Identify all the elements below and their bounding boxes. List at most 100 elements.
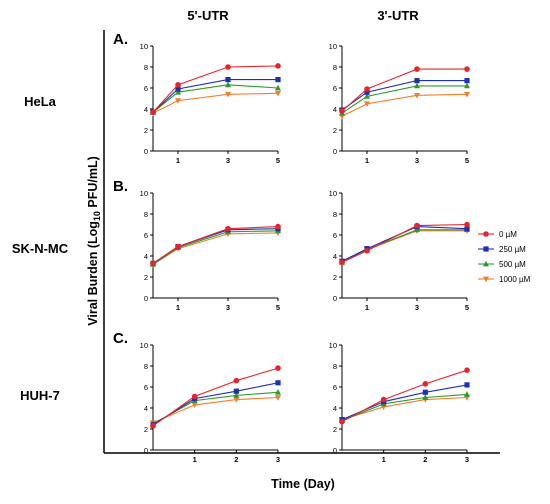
data-point: [422, 394, 429, 400]
data-point: [225, 225, 231, 232]
x-tick-label: 1: [176, 156, 180, 165]
series-line: [341, 369, 468, 423]
data-point: [150, 260, 156, 267]
data-point: [414, 222, 420, 229]
series-line: [341, 230, 467, 262]
column-title-3utr: 3'-UTR: [377, 8, 419, 23]
series-500-um: [150, 81, 281, 115]
y-tick-label: 6: [333, 383, 337, 392]
y-tick-label: 8: [333, 210, 337, 219]
data-point: [275, 63, 281, 69]
y-tick-label: 6: [144, 84, 148, 93]
data-point: [225, 81, 231, 88]
x-tick-label: 1: [193, 455, 197, 464]
series-line: [152, 84, 279, 113]
series-0-um: [150, 223, 281, 267]
data-point: [464, 382, 470, 388]
data-point: [275, 365, 281, 371]
data-point: [233, 388, 239, 394]
y-tick-label: 10: [140, 42, 148, 51]
data-point: [364, 89, 370, 95]
panel-letter: C.: [113, 330, 128, 347]
y-tick-label: 0: [333, 147, 337, 156]
data-point: [233, 392, 240, 398]
panel-letter: B.: [113, 178, 128, 195]
data-point: [464, 78, 470, 84]
y-tick-label: 0: [144, 294, 148, 303]
data-point: [414, 78, 420, 84]
series-line: [341, 229, 467, 263]
x-tick-label: 5: [465, 156, 469, 165]
data-point: [422, 381, 429, 387]
x-tick-label: 1: [382, 455, 386, 464]
data-point: [414, 66, 420, 72]
series-line: [152, 367, 279, 427]
series-line: [341, 393, 468, 422]
y-tick-label: 8: [333, 63, 337, 72]
y-tick-label: 10: [329, 189, 337, 198]
series-line: [341, 93, 468, 117]
y-tick-label: 8: [144, 63, 148, 72]
y-axis-label-main: Viral Burden (Log: [86, 221, 100, 326]
x-tick-label: 1: [365, 303, 369, 312]
x-tick-label: 1: [176, 303, 180, 312]
y-tick-label: 2: [144, 126, 148, 135]
data-point: [364, 93, 370, 99]
x-tick-label: 3: [465, 455, 469, 464]
legend-item-500-um: 500 µM: [478, 260, 526, 269]
y-tick-label: 4: [144, 105, 148, 114]
x-axis-label: Time (Day): [271, 477, 335, 491]
panel-hela-3-utr: 0 2 4 6 8 10 1 3 5: [329, 42, 470, 165]
series-line: [152, 92, 279, 114]
data-point: [191, 402, 198, 409]
data-point: [275, 380, 281, 386]
data-point: [175, 243, 181, 250]
legend-item-250-um: 250 µM: [478, 245, 526, 254]
y-tick-label: 8: [144, 362, 148, 371]
data-point: [175, 82, 181, 88]
data-point: [380, 396, 387, 403]
series-0-um: [339, 367, 470, 425]
y-tick-label: 10: [329, 341, 337, 350]
y-tick-label: 6: [333, 231, 337, 240]
data-point: [464, 91, 470, 98]
row-title-huh7: HUH-7: [20, 388, 60, 403]
series-0-um: [339, 66, 470, 114]
data-point: [191, 393, 198, 400]
data-point: [414, 82, 420, 89]
x-tick-label: 3: [415, 303, 419, 312]
series-0-um: [339, 221, 470, 266]
legend: 0 µM 250 µM 500 µM 1000 µM: [478, 230, 531, 284]
series-line: [341, 223, 468, 263]
legend-label: 0 µM: [499, 230, 517, 239]
data-point: [339, 108, 345, 114]
series-line: [152, 391, 279, 425]
y-tick-label: 0: [144, 446, 148, 455]
series-500-um: [339, 391, 470, 423]
series-0-um: [150, 365, 281, 429]
series-line: [152, 79, 278, 113]
x-tick-label: 1: [365, 156, 369, 165]
x-tick-label: 2: [423, 455, 427, 464]
y-tick-label: 0: [144, 147, 148, 156]
series-line: [341, 68, 467, 112]
y-axis-label-units: PFU/mL): [86, 156, 100, 211]
y-tick-label: 0: [333, 446, 337, 455]
y-tick-label: 2: [144, 273, 148, 282]
series-0-um: [150, 63, 281, 115]
legend-label: 250 µM: [499, 245, 526, 254]
data-point: [464, 226, 470, 232]
series-line: [341, 396, 468, 421]
data-point: [364, 247, 370, 254]
x-tick-label: 3: [415, 156, 419, 165]
y-tick-label: 4: [333, 105, 337, 114]
y-axis-label-subscript: 10: [92, 211, 102, 221]
data-point: [275, 90, 281, 97]
x-tick-label: 2: [234, 455, 238, 464]
y-tick-label: 2: [333, 273, 337, 282]
panel-letter: A.: [113, 31, 128, 48]
legend-marker: [483, 276, 489, 283]
legend-marker: [483, 246, 489, 252]
